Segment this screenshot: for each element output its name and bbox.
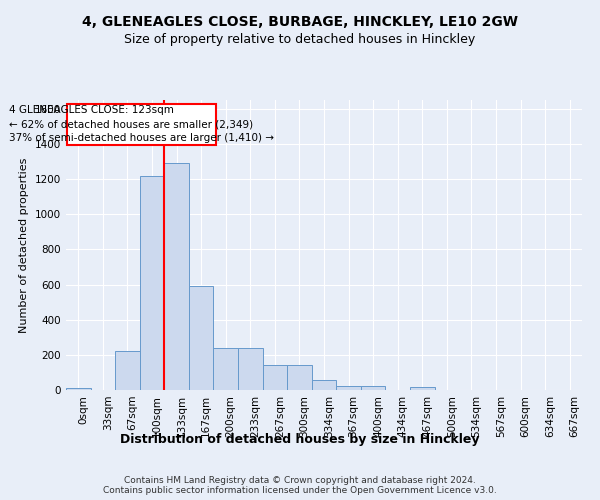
Bar	[238, 348, 263, 390]
FancyBboxPatch shape	[67, 104, 216, 145]
Bar	[336, 386, 361, 390]
Bar	[214, 348, 238, 390]
Bar	[263, 366, 287, 390]
Bar	[164, 164, 189, 390]
Y-axis label: Number of detached properties: Number of detached properties	[19, 158, 29, 332]
Bar	[115, 352, 140, 390]
Text: Distribution of detached houses by size in Hinckley: Distribution of detached houses by size …	[120, 432, 480, 446]
Text: Contains HM Land Registry data © Crown copyright and database right 2024.
Contai: Contains HM Land Registry data © Crown c…	[103, 476, 497, 495]
Bar	[312, 380, 336, 390]
Bar	[66, 388, 91, 390]
Bar	[410, 388, 434, 390]
Text: Size of property relative to detached houses in Hinckley: Size of property relative to detached ho…	[124, 32, 476, 46]
Bar	[361, 386, 385, 390]
Text: 4, GLENEAGLES CLOSE, BURBAGE, HINCKLEY, LE10 2GW: 4, GLENEAGLES CLOSE, BURBAGE, HINCKLEY, …	[82, 15, 518, 29]
Bar	[140, 176, 164, 390]
Text: 4 GLENEAGLES CLOSE: 123sqm
← 62% of detached houses are smaller (2,349)
37% of s: 4 GLENEAGLES CLOSE: 123sqm ← 62% of deta…	[9, 105, 274, 143]
Bar	[189, 286, 214, 390]
Bar	[287, 366, 312, 390]
